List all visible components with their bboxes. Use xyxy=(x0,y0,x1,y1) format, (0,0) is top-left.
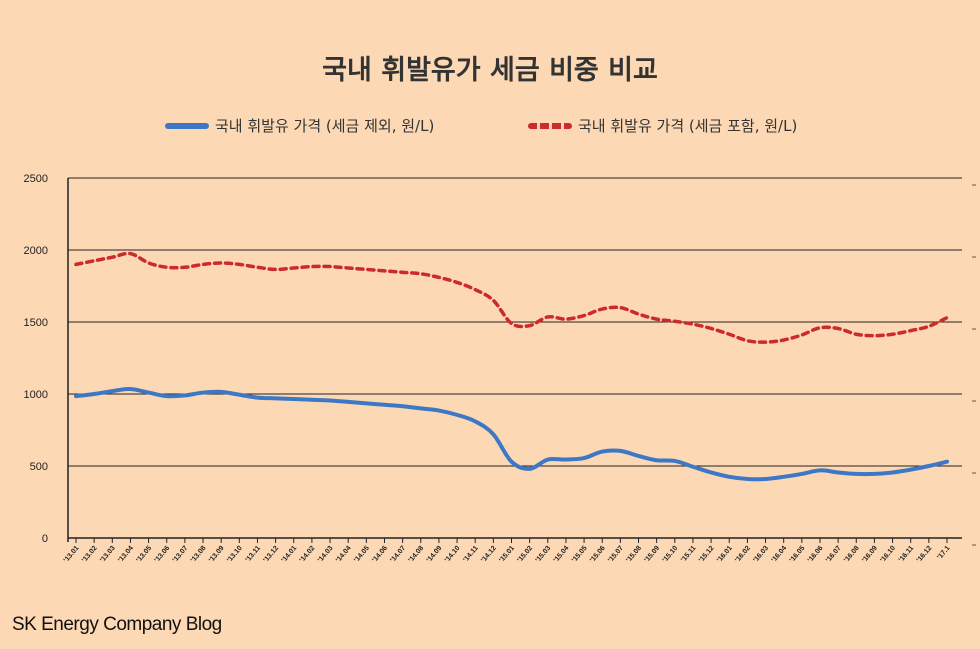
x-tick-label: '15.09 xyxy=(644,545,662,564)
x-tick-label: '13.12 xyxy=(262,545,280,564)
x-tick-label: '16.10 xyxy=(879,545,897,564)
x-tick-label: '15.11 xyxy=(680,545,698,564)
x-tick-label: '16.07 xyxy=(825,545,843,564)
legend-item-excl-tax: 국내 휘발유 가격 (세금 제외, 원/L) xyxy=(165,115,434,136)
x-tick-label: '16.04 xyxy=(771,545,789,564)
series-line-incl-tax xyxy=(74,251,949,344)
x-tick-label: '15.04 xyxy=(553,545,571,564)
x-tick-label: '16.05 xyxy=(789,545,807,564)
y-tick-label: 2000 xyxy=(24,245,48,257)
x-tick-label: '14.12 xyxy=(480,545,498,564)
x-tick-label: '14.09 xyxy=(426,545,444,564)
x-tick-label: '17.1 xyxy=(936,545,951,561)
legend-label: 국내 휘발유 가격 (세금 제외, 원/L) xyxy=(215,117,435,135)
x-tick-label: '13.07 xyxy=(172,545,190,564)
x-tick-label: '16.02 xyxy=(734,545,752,564)
y-tick-label: 1000 xyxy=(24,389,48,401)
x-tick-label: '16.08 xyxy=(843,545,861,564)
y-tick-label: 1500 xyxy=(24,317,48,329)
x-tick-label: '16.01 xyxy=(716,545,734,564)
x-tick-label: '15.03 xyxy=(535,545,553,564)
x-tick-label: '15.06 xyxy=(589,545,607,564)
x-tick-label: '16.11 xyxy=(898,545,916,564)
x-tick-label: '13.01 xyxy=(63,545,81,564)
legend-swatch-blue xyxy=(165,122,209,129)
x-tick-label: '15.08 xyxy=(625,545,643,564)
x-tick-label: '13.02 xyxy=(81,545,99,564)
x-tick-label: '13.04 xyxy=(117,545,135,564)
legend-label: 국내 휘발유 가격 (세금 포함, 원/L) xyxy=(578,117,798,135)
y-tick-label: 2500 xyxy=(24,173,48,185)
x-tick-label: '13.03 xyxy=(99,545,117,564)
x-tick-label: '15.12 xyxy=(698,545,716,564)
chart-title: 국내 휘발유가 세금 비중 비교 xyxy=(322,55,658,86)
x-tick-label: '14.08 xyxy=(408,545,426,564)
x-tick-label: '15.07 xyxy=(607,545,625,564)
x-tick-label: '16.03 xyxy=(752,545,770,564)
legend-swatch-red xyxy=(528,122,572,129)
x-tick-label: '13.09 xyxy=(208,545,226,564)
x-tick-label: '16.06 xyxy=(807,545,825,564)
x-tick-label: '14.06 xyxy=(371,545,389,564)
x-tick-label: '14.04 xyxy=(335,545,353,564)
x-tick-label: '16.12 xyxy=(916,545,934,564)
x-tick-label: '13.08 xyxy=(190,545,208,564)
y-tick-label: 500 xyxy=(30,461,48,473)
x-tick-label: '15.02 xyxy=(516,545,534,564)
x-tick-label: '13.11 xyxy=(245,545,263,564)
x-tick-label: '14.07 xyxy=(389,545,407,564)
y-tick-label: 0 xyxy=(42,533,48,545)
x-tick-label: '14.10 xyxy=(444,545,462,564)
x-tick-label: '14.11 xyxy=(462,545,480,564)
x-tick-label: '14.03 xyxy=(317,545,335,564)
legend-item-incl-tax: 국내 휘발유 가격 (세금 포함, 원/L) xyxy=(528,115,797,136)
x-tick-label: '13.05 xyxy=(135,545,153,564)
x-tick-label: '14.01 xyxy=(281,545,299,564)
x-tick-label: '14.05 xyxy=(353,545,371,564)
x-tick-label: '13.10 xyxy=(226,545,244,564)
x-tick-label: '13.06 xyxy=(154,545,172,564)
x-tick-label: '15.01 xyxy=(498,545,516,564)
x-tick-label: '14.02 xyxy=(299,545,317,564)
footer-credit: SK Energy Company Blog xyxy=(12,614,222,635)
x-tick-label: '15.05 xyxy=(571,545,589,564)
x-tick-label: '16.09 xyxy=(861,545,879,564)
x-tick-label: '15.10 xyxy=(662,545,680,564)
